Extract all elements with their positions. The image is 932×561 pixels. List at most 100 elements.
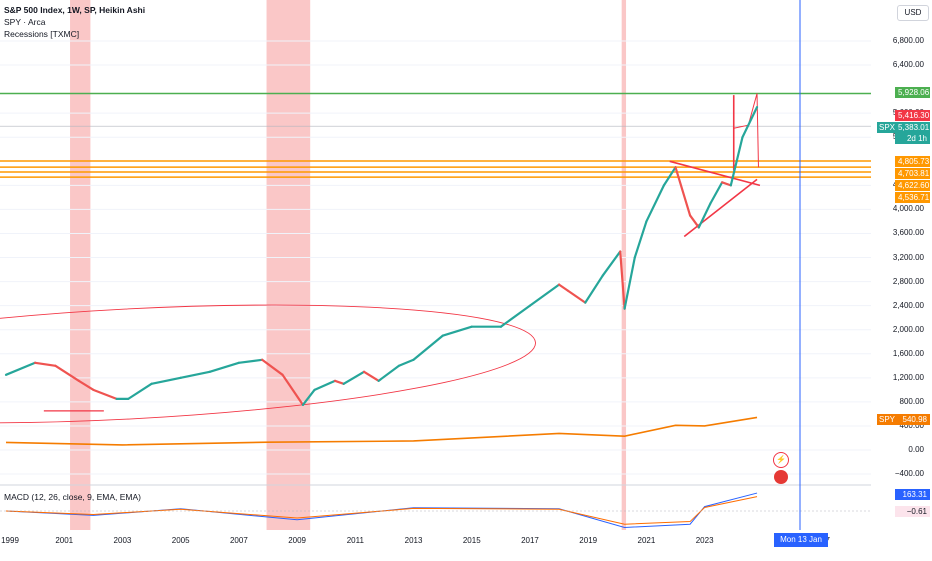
spx-segment-39: [729, 136, 744, 187]
time-tick-label: 2009: [288, 536, 306, 545]
spy-symbol-label: SPY: [877, 414, 898, 425]
spx-symbol-label: SPX: [877, 122, 898, 133]
legend-recessions: Recessions [TXMC]: [4, 29, 80, 39]
grid-lines: [0, 40, 871, 475]
price-tick-label: 3,600.00: [892, 228, 924, 238]
spx-segment-20: [412, 334, 444, 361]
time-tick-label: 2019: [579, 536, 598, 545]
spx-segment-13: [301, 388, 316, 406]
ascending-trend-line: [683, 178, 758, 238]
spx-segment-34: [674, 166, 692, 217]
price-tick-label: 2,000.00: [892, 324, 924, 334]
spx-segment-27: [584, 274, 604, 304]
trend-drawings: [0, 93, 761, 424]
orange-level-tag-1: 4,703.81: [895, 168, 930, 179]
spx-countdown-tag: 2d 1h: [895, 133, 930, 144]
ellipse-drawing: [0, 304, 536, 424]
price-tick-label: 6,800.00: [892, 36, 924, 45]
legend-title: S&P 500 Index, 1W, SP, Heikin Ashi: [4, 5, 146, 15]
spx-segment-37: [709, 181, 724, 205]
horizontal-levels: [0, 92, 871, 178]
projection-drawing: [733, 93, 759, 168]
spx-segment-9: [208, 361, 240, 373]
price-series: [0, 106, 871, 529]
spx-segment-1: [34, 361, 57, 367]
spx-segment-24: [528, 283, 561, 307]
spx-segment-21: [441, 325, 473, 337]
time-tick-label: 2011: [346, 536, 364, 545]
spx-segment-2: [54, 364, 80, 382]
price-tick-label: 800.00: [899, 396, 924, 406]
spx-segment-15: [333, 379, 345, 385]
recession-band-0: [70, 0, 91, 530]
crosshair-date-label: Mon 13 Jan '25: [774, 533, 828, 558]
spx-segment-33: [662, 166, 677, 187]
spx-segment-7: [150, 376, 182, 385]
spx-segment-12: [281, 373, 305, 406]
spx-segment-32: [645, 184, 665, 223]
price-tick-label: 4,000.00: [892, 204, 924, 214]
spx-segment-0: [4, 361, 37, 376]
time-tick-label: 1999: [1, 536, 19, 545]
price-tick-label: 1,600.00: [892, 348, 924, 358]
macd-legend: MACD (12, 26, close, 9, EMA, EMA): [4, 492, 141, 502]
time-tick-label: 2005: [171, 536, 190, 545]
spx-segment-40: [741, 106, 759, 139]
spx-price-tag: 5,383.01: [895, 122, 930, 133]
orange-level-tag-2: 4,622.60: [895, 180, 930, 191]
price-tick-label: 3,200.00: [892, 252, 924, 262]
price-tick-label: 1,200.00: [892, 372, 924, 382]
recession-band-2: [621, 0, 627, 530]
chart-legend: S&P 500 Index, 1W, SP, Heikin Ashi SPY ·…: [4, 4, 145, 40]
price-tick-label: 2,800.00: [892, 276, 924, 286]
spx-segment-19: [397, 358, 415, 367]
spx-segment-25: [557, 283, 569, 292]
flag-icon[interactable]: [774, 470, 788, 484]
price-tick-label: 400.00: [899, 420, 924, 430]
spx-segment-29: [619, 250, 626, 310]
spx-segment-16: [342, 370, 366, 385]
price-tick-label: 0.00: [908, 445, 924, 454]
spy-line: [5, 416, 758, 446]
spy-price-tag: 540.98: [895, 414, 930, 425]
spx-segment-3: [77, 379, 95, 391]
time-tick-label: 2015: [462, 536, 481, 545]
spx-segment-31: [633, 220, 648, 259]
spx-segment-30: [623, 256, 636, 310]
spx-segment-6: [127, 382, 153, 400]
lightning-icon[interactable]: ⚡: [773, 452, 789, 468]
time-tick-label: 2023: [695, 536, 714, 545]
chart-canvas[interactable]: [0, 0, 871, 550]
price-tick-label: 6,400.00: [892, 60, 924, 70]
red-price-tag: 5,416.30: [895, 110, 930, 121]
spx-segment-26: [566, 289, 587, 304]
spx-segment-38: [720, 181, 732, 187]
spx-segment-4: [92, 388, 118, 400]
spx-segment-18: [377, 364, 401, 382]
macd-signal-line: [5, 496, 758, 525]
time-tick-label: 2017: [521, 536, 539, 545]
descending-trend-line: [669, 160, 761, 187]
spx-segment-17: [362, 370, 380, 382]
macd-value-tag: 163.31: [895, 489, 930, 500]
time-tick-label: 2001: [55, 536, 74, 545]
price-tick-label: 2,400.00: [892, 300, 924, 310]
time-tick-label: 2021: [637, 536, 656, 545]
spx-segment-11: [261, 358, 284, 376]
time-tick-label: 2013: [404, 536, 423, 545]
spx-segment-36: [697, 202, 712, 229]
green-level-tag: 5,928.06: [895, 87, 930, 98]
spx-segment-23: [499, 304, 532, 328]
orange-level-tag-3: 4,536.71: [895, 192, 930, 203]
time-tick-label: 2003: [113, 536, 132, 545]
spx-segment-14: [313, 379, 337, 391]
legend-spy: SPY · Arca: [4, 17, 46, 27]
spx-segment-8: [179, 370, 211, 379]
price-axis[interactable]: [871, 0, 932, 550]
spx-segment-10: [237, 358, 264, 364]
orange-level-tag-0: 4,805.73: [895, 156, 930, 167]
currency-button[interactable]: USD: [897, 5, 929, 21]
spx-segment-28: [601, 250, 622, 277]
price-tick-label: −400.00: [894, 469, 924, 479]
time-tick-label: 2007: [229, 536, 248, 545]
